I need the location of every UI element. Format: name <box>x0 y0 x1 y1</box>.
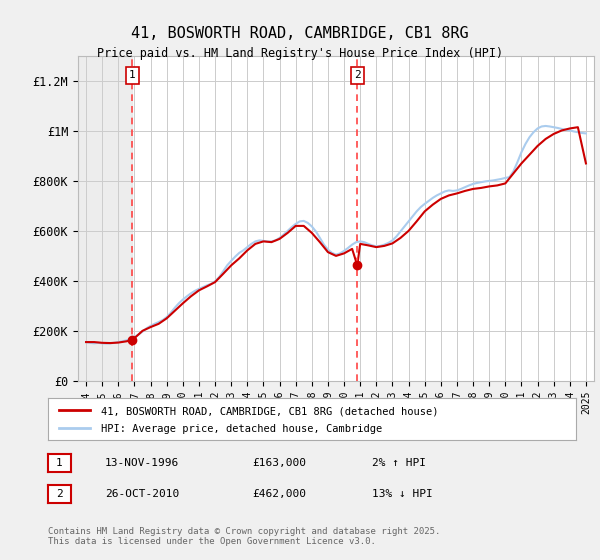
Text: 41, BOSWORTH ROAD, CAMBRIDGE, CB1 8RG (detached house): 41, BOSWORTH ROAD, CAMBRIDGE, CB1 8RG (d… <box>101 406 438 416</box>
Text: 2: 2 <box>56 489 63 499</box>
Text: 2% ↑ HPI: 2% ↑ HPI <box>372 458 426 468</box>
Text: £163,000: £163,000 <box>252 458 306 468</box>
Text: 1: 1 <box>129 71 136 81</box>
Text: 1: 1 <box>56 458 63 468</box>
Text: £462,000: £462,000 <box>252 489 306 499</box>
Text: Contains HM Land Registry data © Crown copyright and database right 2025.
This d: Contains HM Land Registry data © Crown c… <box>48 526 440 546</box>
Text: 13% ↓ HPI: 13% ↓ HPI <box>372 489 433 499</box>
Text: 13-NOV-1996: 13-NOV-1996 <box>105 458 179 468</box>
Text: 2: 2 <box>354 71 361 81</box>
Text: 26-OCT-2010: 26-OCT-2010 <box>105 489 179 499</box>
Bar <box>78 56 133 381</box>
Text: HPI: Average price, detached house, Cambridge: HPI: Average price, detached house, Camb… <box>101 424 382 433</box>
Text: Price paid vs. HM Land Registry's House Price Index (HPI): Price paid vs. HM Land Registry's House … <box>97 46 503 60</box>
Text: 41, BOSWORTH ROAD, CAMBRIDGE, CB1 8RG: 41, BOSWORTH ROAD, CAMBRIDGE, CB1 8RG <box>131 26 469 41</box>
